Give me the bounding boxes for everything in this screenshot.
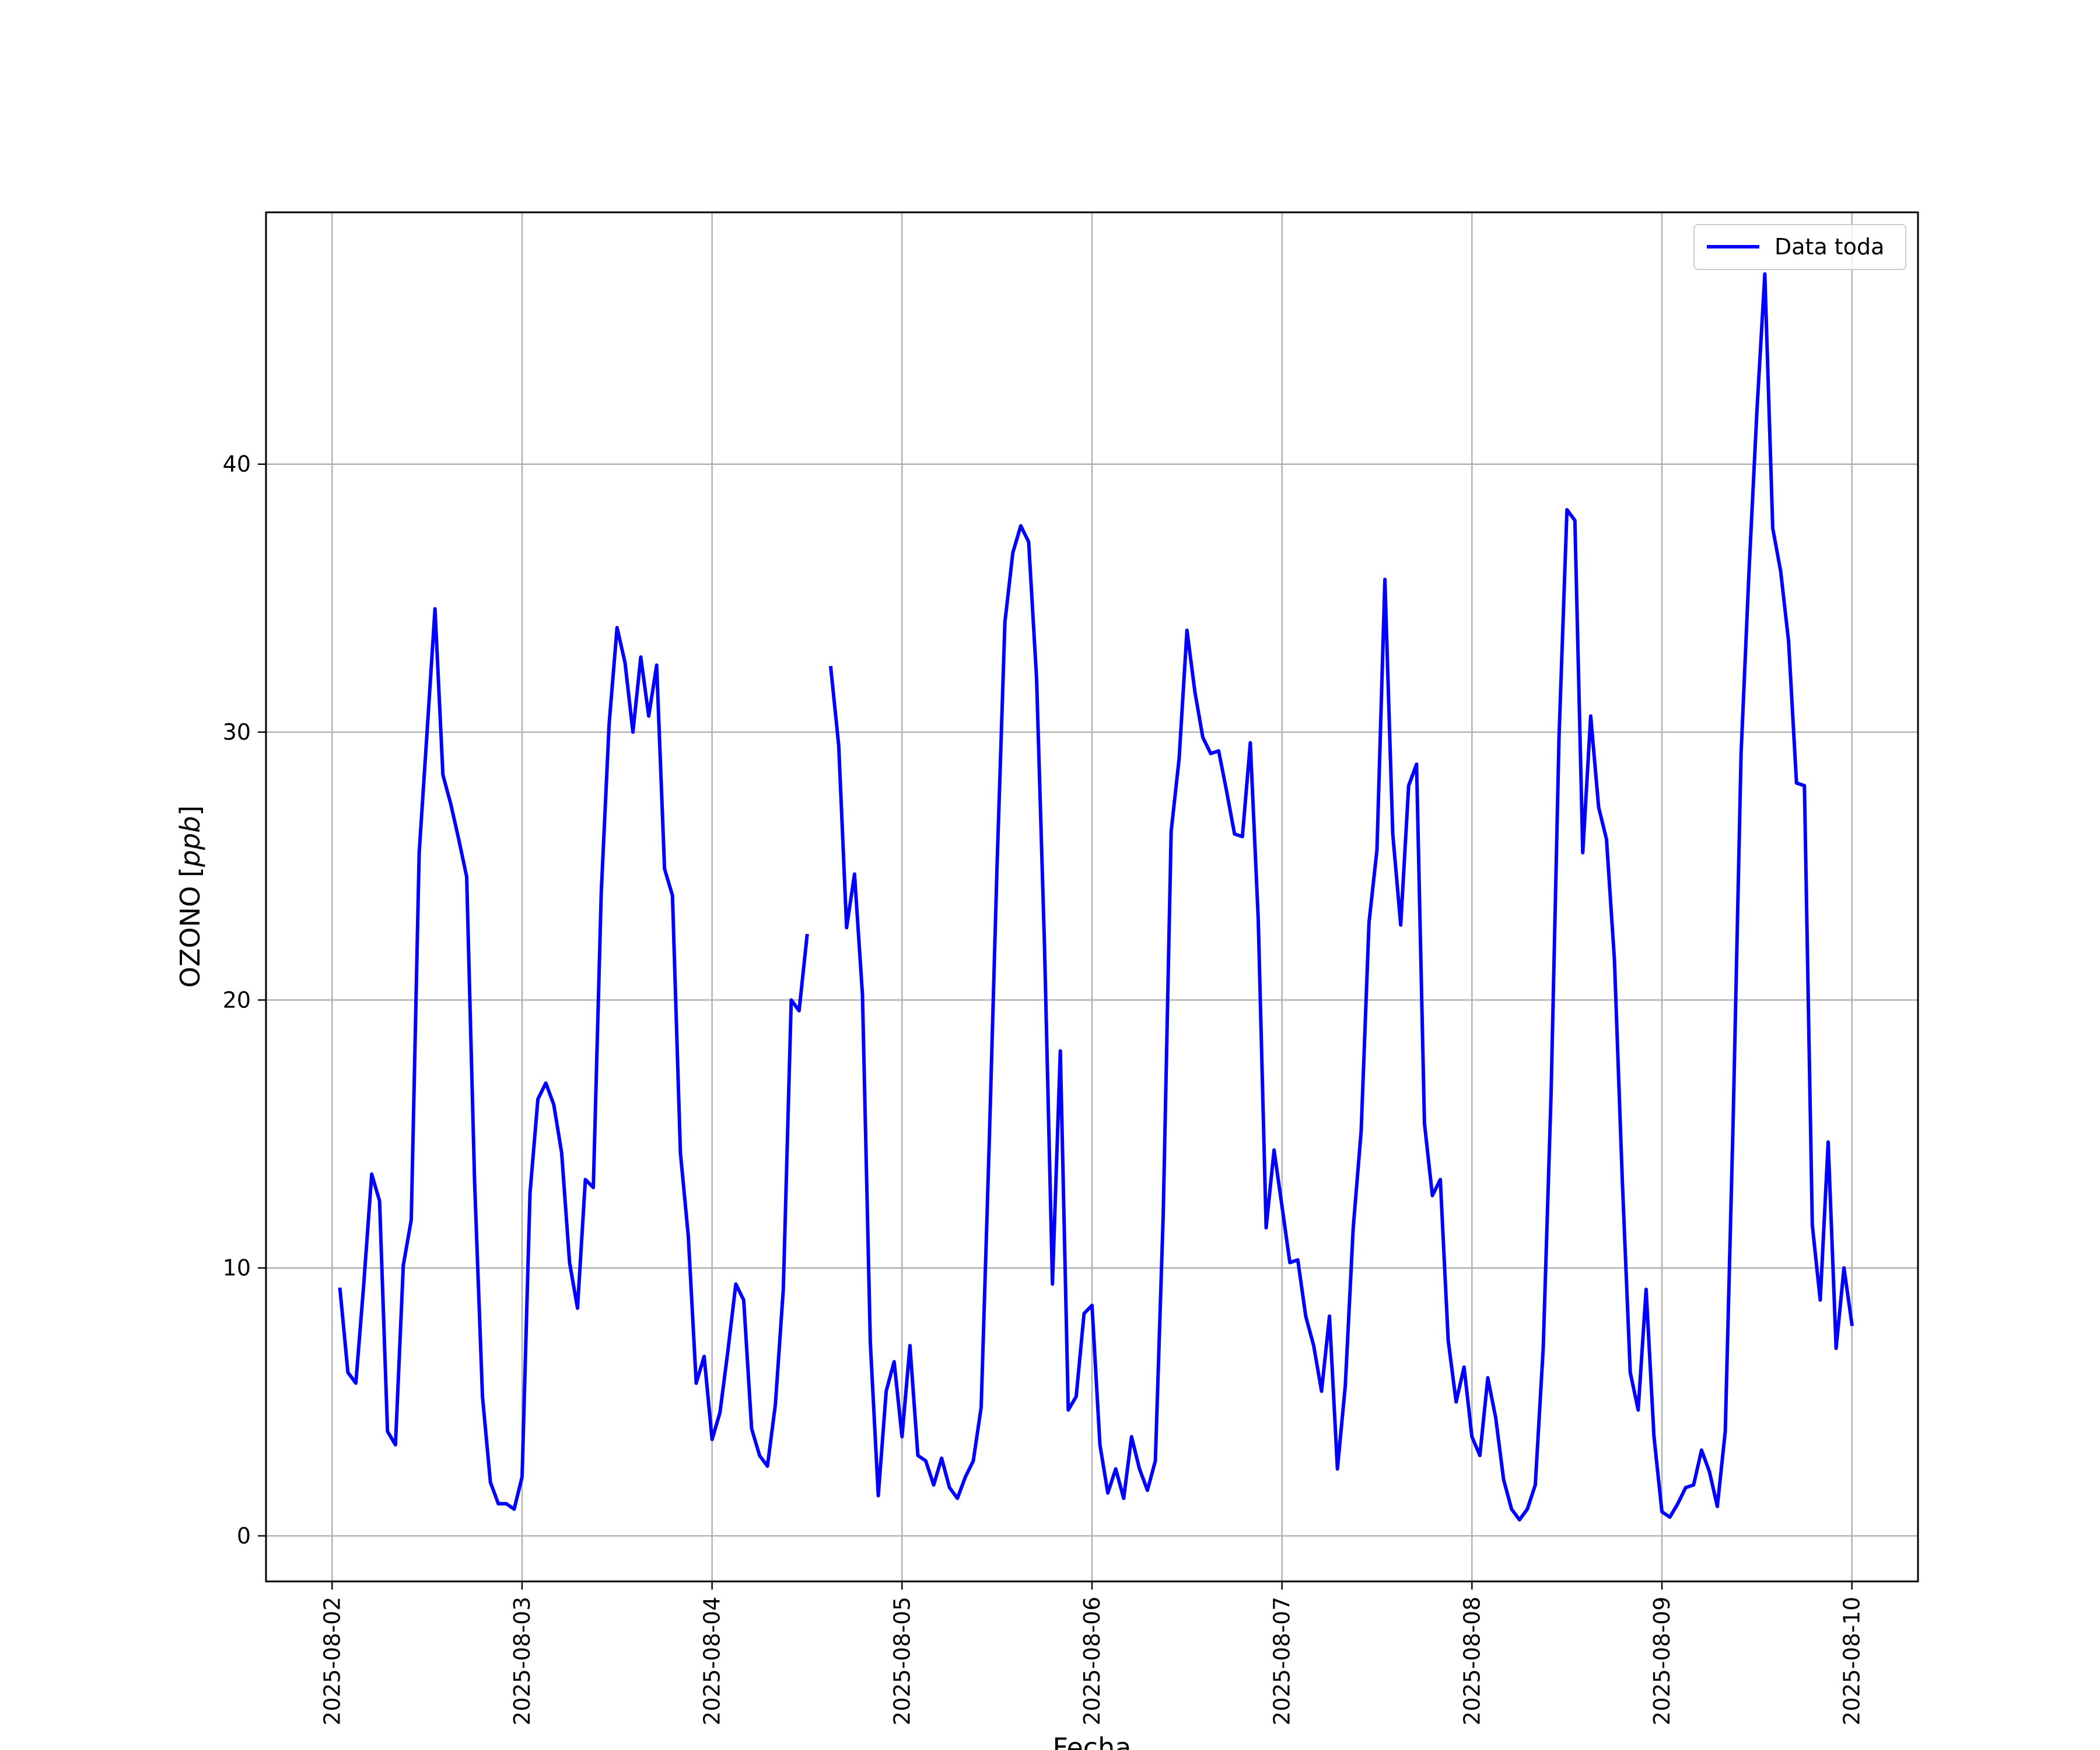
- y-tick-label: 0: [237, 1523, 251, 1549]
- series-layer: [338, 272, 1854, 1522]
- y-tick-label: 20: [223, 987, 251, 1013]
- legend: Data toda: [1693, 224, 1906, 270]
- series-line-data-toda: [338, 272, 1854, 1522]
- x-tick-label: 2025-08-08: [1459, 1597, 1485, 1726]
- y-tick-label: 40: [223, 452, 251, 477]
- y-tick-label: 30: [223, 719, 251, 745]
- x-tick-label: 2025-08-05: [889, 1597, 915, 1726]
- y-tick-label: 10: [223, 1255, 251, 1281]
- x-tick-label: 2025-08-02: [319, 1597, 345, 1726]
- legend-label-data-toda: Data toda: [1774, 234, 1884, 260]
- x-axis-ticks: 2025-08-02 2025-08-03 2025-08-04 2025-08-05…: [319, 1581, 1865, 1726]
- legend-box: [1693, 224, 1906, 270]
- x-tick-label: 2025-08-10: [1839, 1597, 1865, 1726]
- x-tick-label: 2025-08-03: [509, 1597, 535, 1726]
- x-tick-label: 2025-08-07: [1269, 1597, 1295, 1726]
- x-tick-label: 2025-08-04: [699, 1597, 725, 1726]
- gridlines: [266, 212, 1918, 1581]
- y-axis-ticks: 0 10 20 30 40: [223, 452, 266, 1549]
- y-axis-title-unit: ppb: [174, 816, 206, 868]
- y-axis-title: OZONO [ppb]: [174, 806, 206, 988]
- x-tick-label: 2025-08-06: [1079, 1597, 1105, 1726]
- x-tick-label: 2025-08-09: [1649, 1597, 1675, 1726]
- y-axis-title-main: OZONO [: [174, 867, 206, 988]
- y-axis-title-close: ]: [174, 806, 206, 816]
- x-axis-title: Fecha: [1053, 1732, 1132, 1750]
